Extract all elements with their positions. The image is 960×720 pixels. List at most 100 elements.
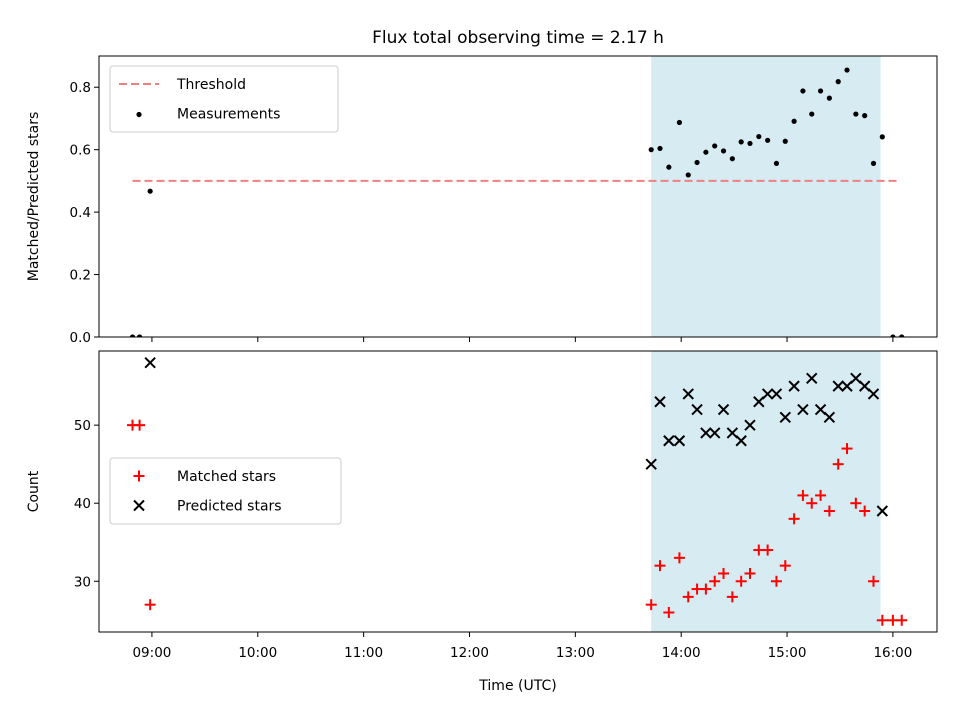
matched-star-marker xyxy=(806,497,818,509)
matched-star-marker xyxy=(718,567,730,579)
matched-star-marker xyxy=(726,591,738,603)
measurement-point xyxy=(685,172,691,178)
y-axis-label: Matched/Predicted stars xyxy=(26,112,42,282)
measurement-point xyxy=(862,113,868,119)
legend: Threshold Measurements xyxy=(109,65,339,133)
marker-stroke xyxy=(744,419,756,431)
predicted-star-marker xyxy=(654,396,666,408)
x-tick-label: 09:00 xyxy=(132,645,171,661)
marker-stroke xyxy=(735,435,747,447)
matched-star-marker xyxy=(762,544,774,556)
plot-area xyxy=(129,67,905,337)
marker-stroke xyxy=(788,380,800,392)
marker-stroke xyxy=(850,372,862,385)
measurement-point xyxy=(791,118,797,124)
marker-stroke xyxy=(823,411,836,424)
x-tick-label: 12:00 xyxy=(450,645,489,661)
legend-label: Predicted stars xyxy=(177,499,282,515)
measurement-point xyxy=(720,148,727,154)
y-tick-label: 30 xyxy=(74,574,91,590)
measurement-point xyxy=(817,88,824,94)
x-tick-label: 14:00 xyxy=(662,645,701,661)
predicted-star-marker xyxy=(144,357,156,369)
measurement-point xyxy=(826,95,832,101)
predicted-star-marker xyxy=(744,419,756,431)
predicted-star-marker xyxy=(761,388,774,400)
legend-predicted-swatch xyxy=(133,499,145,512)
marker-stroke xyxy=(761,388,774,400)
matched-star-marker xyxy=(797,489,809,501)
matched-star-marker xyxy=(144,599,156,611)
measurement-point xyxy=(773,160,780,167)
marker-stroke xyxy=(726,427,739,439)
measurement-point xyxy=(703,149,709,155)
x-tick-label: 16:00 xyxy=(873,645,912,661)
matched-star-marker xyxy=(654,560,666,572)
chart-title: Flux total observing time = 2.17 h xyxy=(372,28,664,48)
x-tick-label: 10:00 xyxy=(238,645,277,661)
measurement-point xyxy=(738,139,744,145)
matched-star-marker xyxy=(673,552,685,564)
measurement-point xyxy=(756,133,762,140)
legend-box xyxy=(109,457,342,525)
predicted-star-marker xyxy=(717,403,730,416)
marker-stroke xyxy=(779,411,791,424)
predicted-star-marker xyxy=(788,380,800,392)
y-axis-label: Count xyxy=(26,470,42,512)
measurement-point xyxy=(809,111,815,117)
y-tick-label: 0.2 xyxy=(70,268,91,284)
marker-stroke xyxy=(797,403,809,416)
axes-frame xyxy=(98,55,938,338)
matched-star-marker xyxy=(832,458,844,470)
marker-stroke xyxy=(133,499,145,512)
marker-stroke xyxy=(673,435,686,447)
matched-star-marker xyxy=(700,583,712,595)
measurement-point xyxy=(800,88,806,94)
measurement-point xyxy=(729,156,735,162)
measurement-point xyxy=(712,143,718,149)
marker-stroke xyxy=(858,380,871,392)
marker-stroke xyxy=(709,427,721,439)
matched-star-marker xyxy=(770,575,782,587)
marker-stroke xyxy=(144,357,156,369)
marker-stroke xyxy=(654,396,666,408)
matched-star-marker xyxy=(663,606,675,618)
measurement-point xyxy=(657,145,663,152)
measurement-point xyxy=(879,134,885,140)
y-tick-label: 40 xyxy=(74,496,91,512)
matched-star-marker xyxy=(744,567,756,579)
measurement-point xyxy=(676,119,683,126)
matched-star-marker xyxy=(779,560,791,572)
marker-stroke xyxy=(645,458,657,470)
predicted-star-marker xyxy=(673,435,686,447)
measurement-point xyxy=(666,164,672,170)
marker-stroke xyxy=(691,403,703,416)
measurement-point xyxy=(765,137,771,143)
matched-star-marker xyxy=(859,505,871,517)
matched-star-marker xyxy=(134,419,146,431)
marker-stroke xyxy=(717,403,730,416)
measurement-point xyxy=(890,334,896,337)
matched-star-marker xyxy=(841,443,853,455)
y-tick-label: 0.0 xyxy=(70,330,91,346)
matched-star-marker xyxy=(850,497,862,509)
measurement-point xyxy=(747,140,753,147)
y-tick-label: 0.4 xyxy=(70,205,91,221)
predicted-star-marker xyxy=(779,411,791,424)
matched-star-marker xyxy=(823,505,835,517)
legend-measurement-swatch xyxy=(136,111,142,118)
matched-star-marker xyxy=(876,614,888,626)
x-tick-label: 13:00 xyxy=(556,645,595,661)
matched-star-marker xyxy=(896,614,908,626)
observing-window-shade xyxy=(651,56,881,337)
marker-stroke xyxy=(814,403,827,416)
marker-stroke xyxy=(876,505,889,517)
marker-stroke xyxy=(663,435,675,447)
predicted-star-marker xyxy=(867,388,880,400)
plot-area xyxy=(127,357,908,626)
predicted-star-marker xyxy=(645,458,657,470)
measurement-point xyxy=(844,67,850,73)
measurement-point xyxy=(694,159,700,166)
